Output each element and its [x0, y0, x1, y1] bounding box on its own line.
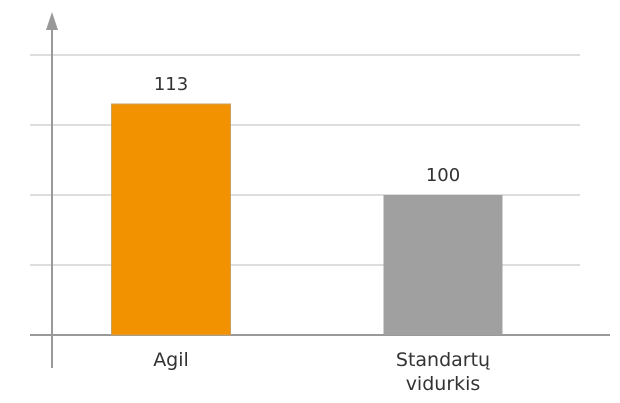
- x-tick-label: Agil: [153, 349, 189, 371]
- bar: [383, 195, 503, 335]
- x-tick-label: Standartų vidurkis: [395, 349, 491, 395]
- value-label: 113: [154, 74, 188, 95]
- y-axis-arrow: [46, 12, 58, 30]
- value-label: 100: [426, 165, 460, 186]
- bar: [111, 103, 231, 336]
